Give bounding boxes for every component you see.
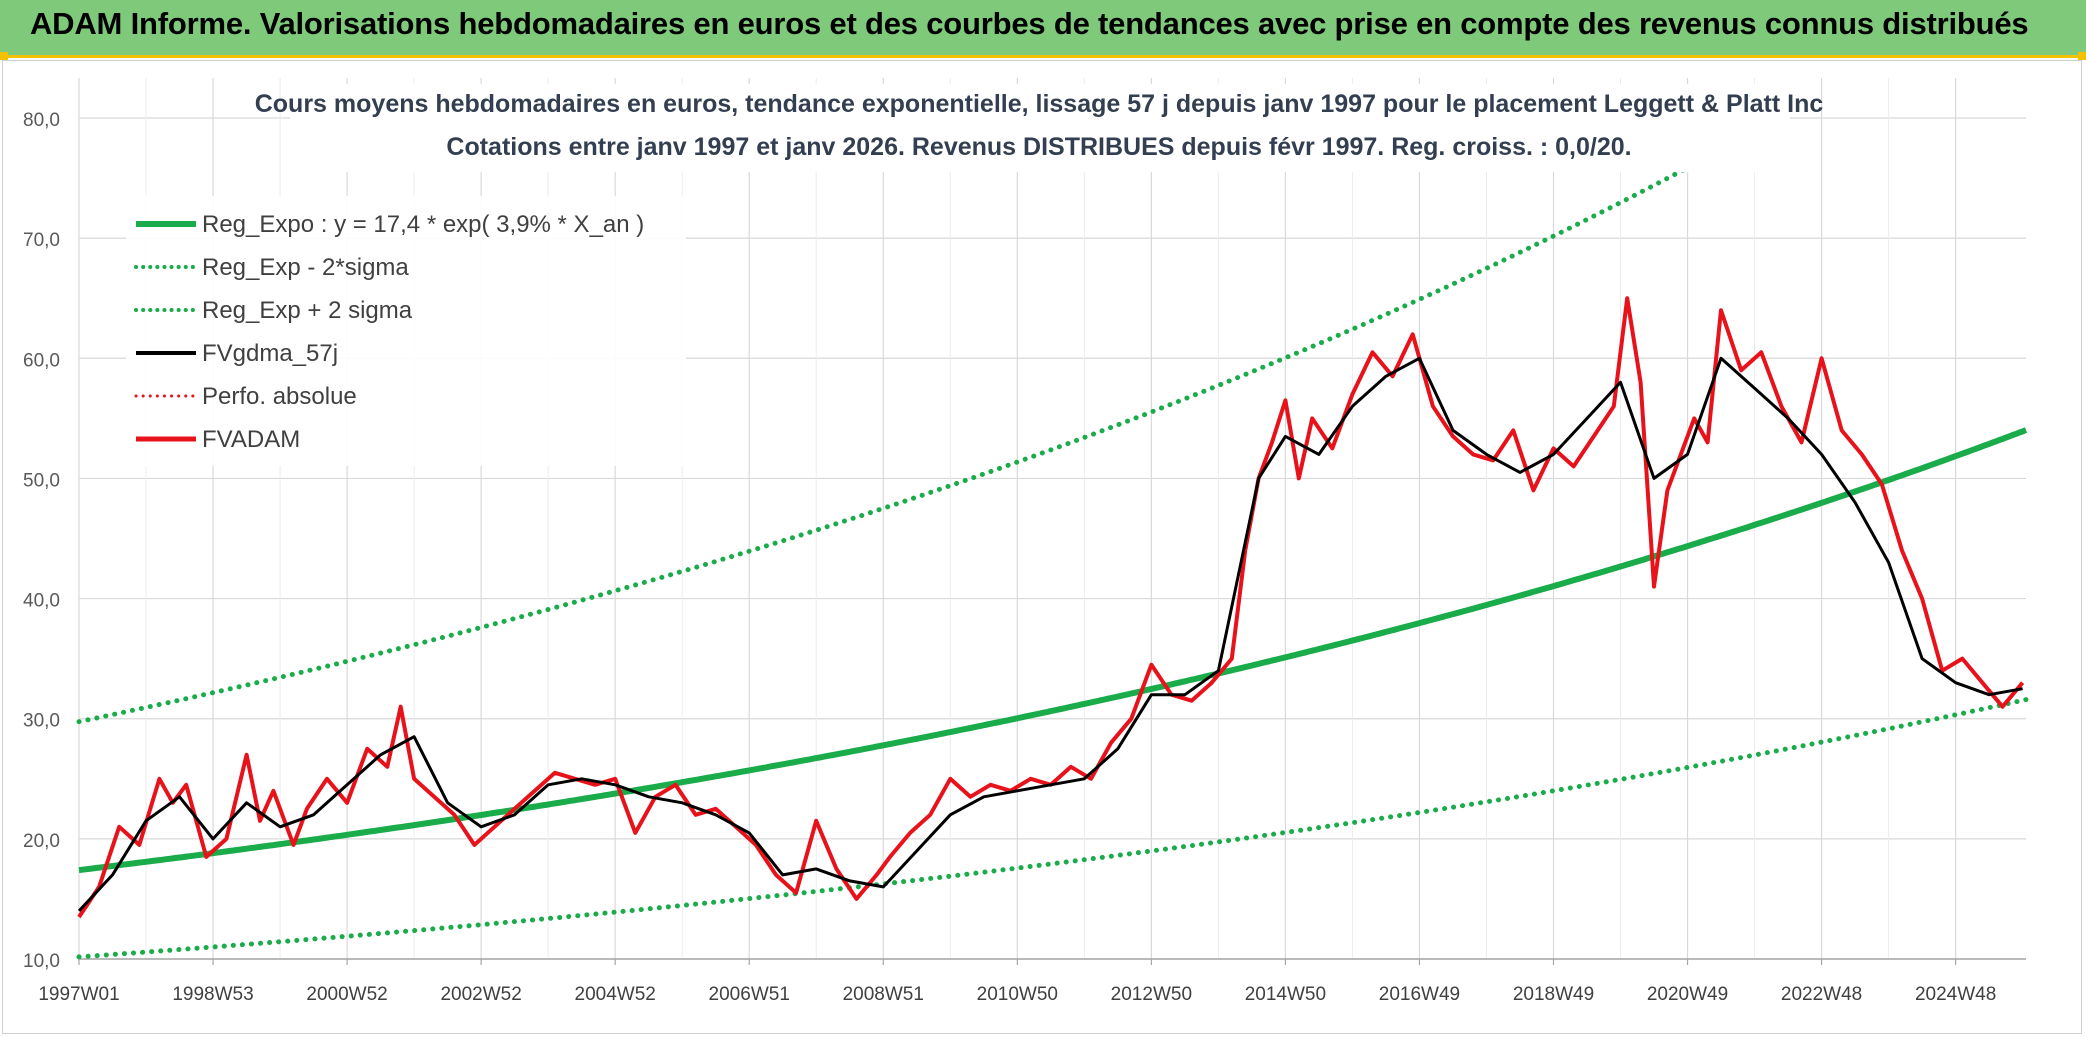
y-tick-label: 20,0 [23, 831, 60, 852]
y-tick-label: 60,0 [23, 350, 60, 371]
legend: Reg_Expo : y = 17,4 * exp( 3,9% * X_an )… [126, 196, 686, 466]
x-tick-label: 2004W52 [575, 984, 656, 1005]
series-fvadam [77, 296, 2025, 919]
legend-label: Reg_Exp + 2 sigma [202, 297, 413, 324]
y-tick-label: 30,0 [23, 711, 60, 732]
x-tick-label: 2008W51 [843, 984, 924, 1005]
legend-label: Reg_Expo : y = 17,4 * exp( 3,9% * X_an ) [202, 211, 644, 238]
title-background [290, 84, 1790, 172]
x-tick-label: 2012W50 [1111, 984, 1192, 1005]
y-tick-label: 10,0 [23, 951, 60, 972]
x-tick-label: 2022W48 [1781, 984, 1862, 1005]
series-reg-expo [78, 427, 2028, 874]
chart-title-line1: Cours moyens hebdomadaires en euros, ten… [255, 90, 1824, 118]
header-banner: ADAM Informe. Valorisations hebdomadaire… [0, 0, 2086, 58]
x-tick-label: 2006W51 [709, 984, 790, 1005]
chart-title-line2: Cotations entre janv 1997 et janv 2026. … [446, 133, 1631, 161]
corner-mark-right [2078, 52, 2086, 60]
legend-label: FVgdma_57j [202, 340, 338, 367]
y-tick-label: 50,0 [23, 470, 60, 491]
x-tick-label: 2002W52 [440, 984, 521, 1005]
chart-series [76, 114, 2029, 960]
x-tick-label: 1997W01 [38, 984, 119, 1005]
chart-titles: Cours moyens hebdomadaires en euros, ten… [255, 84, 1824, 172]
legend-label: Reg_Exp - 2*sigma [202, 254, 409, 281]
report-title: ADAM Informe. Valorisations hebdomadaire… [30, 6, 2029, 41]
legend-label: Perfo. absolue [202, 383, 357, 410]
x-tick-label: 2024W48 [1915, 984, 1996, 1005]
legend-background [126, 196, 686, 466]
corner-mark-left [0, 52, 8, 60]
y-tick-label: 40,0 [23, 591, 60, 612]
x-tick-label: 2018W49 [1513, 984, 1594, 1005]
x-tick-label: 2020W49 [1647, 984, 1728, 1005]
x-axis-ticks: 1997W01 1998W53 2000W52 2002W52 2004W52 2006W… [38, 958, 2026, 1005]
y-tick-label: 80,0 [23, 110, 60, 131]
y-axis-ticks: 10,0 20,0 30,0 40,0 50,0 60,0 70,0 80,0 [23, 110, 60, 972]
x-tick-label: 2000W52 [306, 984, 387, 1005]
x-tick-label: 1998W53 [172, 984, 253, 1005]
y-tick-label: 70,0 [23, 230, 60, 251]
x-tick-label: 2016W49 [1379, 984, 1460, 1005]
series-reg-plus-2sigma [76, 114, 1792, 725]
legend-label: FVADAM [202, 426, 300, 453]
series-reg-minus-2sigma [76, 697, 2029, 960]
x-tick-label: 2014W50 [1245, 984, 1326, 1005]
chart-frame [2, 60, 2082, 1034]
x-tick-label: 2010W50 [977, 984, 1058, 1005]
series-fvgdma-57j [77, 356, 2023, 912]
